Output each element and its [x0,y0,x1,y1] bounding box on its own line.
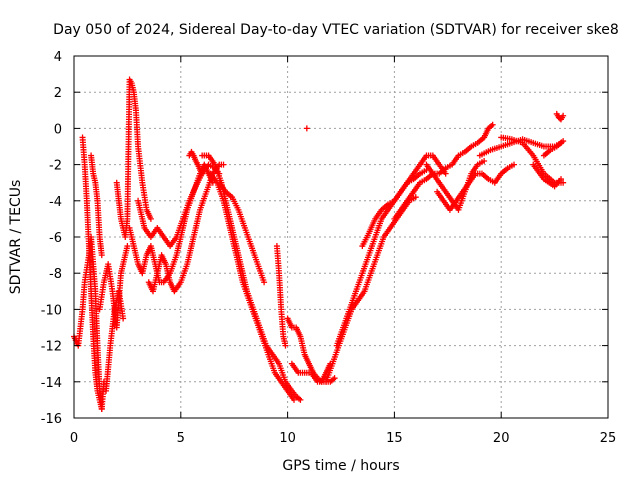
y-tick-label: -14 [41,376,62,391]
tick-marks [73,55,609,419]
data-point [98,405,105,412]
y-tick-label: -4 [49,195,62,210]
data-point [120,315,127,322]
data-point [147,215,154,222]
data-point [558,176,565,183]
data-point [303,125,310,132]
data-point [560,179,567,186]
y-tick-labels: -16 -14 -12 -10 -8 -6 -4 -2 0 2 4 [41,50,62,427]
series-sat-c [88,152,105,259]
series-sat-ab [540,138,567,159]
y-tick-label: 4 [54,50,62,65]
series-sat-e [103,288,127,394]
x-tick-label: 0 [70,431,78,446]
series-sat-z [530,161,565,190]
x-tick-label: 5 [177,431,185,446]
series-sat-t [359,152,449,250]
x-axis-label: GPS time / hours [282,458,399,474]
x-tick-label: 15 [386,431,403,446]
y-tick-label: -8 [49,267,62,282]
series-sat-y [498,134,567,186]
data-point [291,396,298,403]
data-point [560,112,567,119]
y-axis-label: SDTVAR / TECUs [8,180,24,295]
y-tick-label: -16 [41,412,62,427]
y-tick-label: -12 [41,340,62,355]
chart-title: Day 050 of 2024, Sidereal Day-to-day VTE… [53,22,619,38]
series-sat-b [79,134,105,412]
series-sat-i [145,161,227,295]
series-sat-f [113,76,154,240]
data-point [282,342,289,349]
x-tick-labels: 0 5 10 15 20 25 [70,431,616,446]
series-sat-q [303,125,310,132]
data-point [124,243,131,250]
series-sat-j [186,148,206,177]
data-point [331,375,338,382]
data-point [560,138,567,145]
data-point [98,252,105,259]
y-tick-label: -2 [49,159,62,174]
data-point [511,161,518,168]
y-tick-label: 0 [54,122,62,137]
series-sat-n [273,243,289,349]
data-point [442,170,449,177]
series-sat-l [207,170,298,403]
y-tick-label: -6 [49,231,62,246]
data-point [481,157,488,164]
data-point [199,170,206,177]
y-tick-label: 2 [54,86,62,101]
data-point [220,161,227,168]
data-points [71,76,567,412]
x-tick-label: 20 [493,431,510,446]
data-point [261,279,268,286]
y-tick-label: -10 [41,303,62,318]
data-point [489,121,496,128]
x-tick-label: 25 [600,431,617,446]
data-point [297,396,304,403]
grid-lines [74,56,608,418]
x-tick-label: 10 [279,431,296,446]
series-sat-h [135,161,223,250]
data-point [412,194,419,201]
series-sat-w [434,161,518,213]
series-sat-m [216,179,268,286]
series-sat-u [391,121,496,222]
series-sat-aa [553,110,567,123]
